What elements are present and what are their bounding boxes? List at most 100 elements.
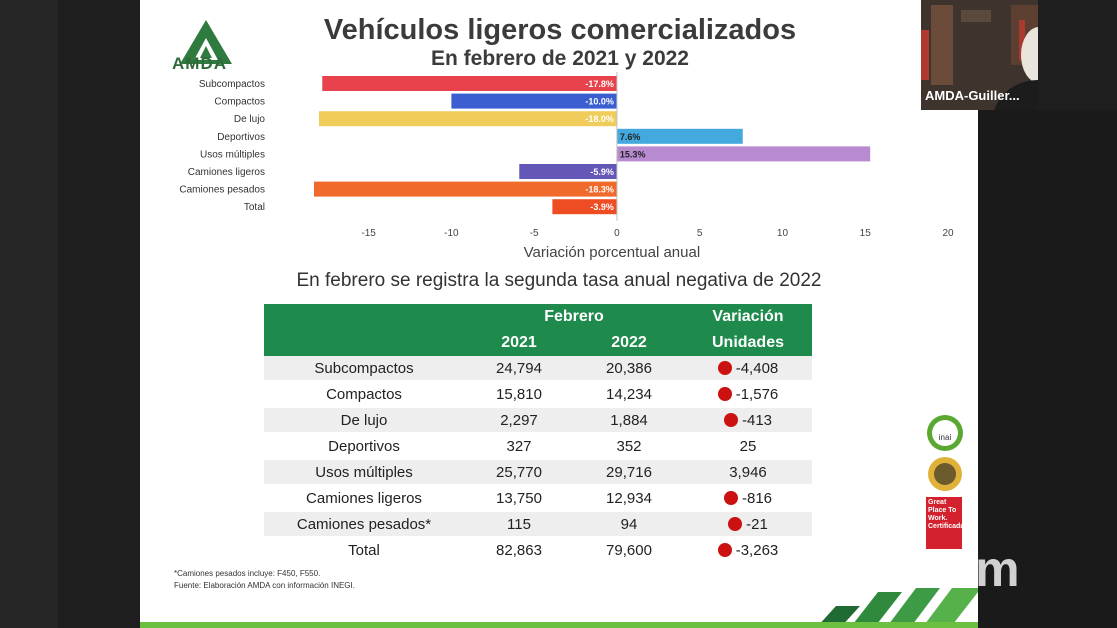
header-2022: 2022 [574,330,684,356]
row-name-text: Deportivos [328,437,400,455]
x-axis-label: Variación porcentual anual [524,244,701,261]
row-name: Usos múltiples [264,459,464,486]
right-black-bar [978,110,1117,628]
header-unidades: Unidades [684,330,812,356]
header-blank [264,304,464,330]
table-row: Compactos 15,810 14,234 -1,576 [264,381,812,408]
header-variacion: Variación [684,304,812,330]
x-tick-label: 10 [777,228,789,239]
row-2021: 25,770 [464,459,574,486]
row-2021-text: 115 [507,515,531,533]
row-2022-text: 12,934 [606,489,652,507]
footnote-fuente: Fuente: Elaboración AMDA con información… [174,581,355,590]
row-2021: 327 [464,433,574,460]
slide-title: Vehículos ligeros comercializados [323,14,797,46]
row-variation-text: -3,263 [718,542,779,559]
row-2021: 13,750 [464,485,574,512]
header-febrero: Febrero [464,304,684,330]
row-2021-text: 24,794 [496,359,542,377]
bar [519,164,617,179]
row-variation: -21 [684,511,812,538]
row-variation-text: 25 [739,437,757,455]
section-title: En febrero se registra la segunda tasa a… [296,270,822,291]
row-variation-text: -413 [724,412,772,429]
row-name-text: Compactos [326,385,402,403]
table-row: Subcompactos 24,794 20,386 -4,408 [264,356,812,382]
table-row: Camiones pesados* 115 94 -21 [264,511,812,538]
left-black-bar [0,0,58,628]
row-2021: 82,863 [464,537,574,564]
gptw-badge-text: Great Place To Work. Certificada [928,499,965,530]
slide-subtitle: En febrero de 2021 y 2022 [431,47,689,70]
row-name-text: Camiones pesados* [296,515,432,533]
table-body: Subcompactos 24,794 20,386 -4,408 Compactos 1… [264,356,812,564]
row-variation-text: -21 [728,516,768,533]
variation-bar-chart: -17.8% Subcompactos -10.0% Compactos -18.0% D… [179,72,954,261]
row-2022: 94 [574,511,684,538]
participant-name-label: AMDA-Guiller... [925,88,1020,103]
row-variation: 25 [684,433,812,460]
presentation-slide: AMDA Vehículos ligeros comercializados E… [140,0,978,628]
row-variation: -3,263 [684,537,812,564]
header-2021: 2021 [464,330,574,356]
sales-table: Febrero Variación 2021 2022 Unidades Sub… [264,304,812,564]
bar [616,146,871,162]
amda-logo-text: AMDA [172,54,227,73]
category-label: Subcompactos [199,79,265,90]
row-2021-text: 2,297 [500,411,538,429]
table-row: De lujo 2,297 1,884 -413 [264,407,812,434]
row-2022: 14,234 [574,381,684,408]
row-2021-text: 82,863 [496,541,542,559]
bar [314,181,617,197]
row-name: Total [264,537,464,564]
bottom-green-line [140,622,978,628]
row-name-text: Subcompactos [314,359,414,377]
row-variation-text: -4,408 [718,360,779,377]
bar [616,128,743,144]
x-tick-label: -5 [530,228,539,239]
row-2021-text: 25,770 [496,463,542,481]
table-row: Deportivos 327 352 25 [264,433,812,460]
row-variation: -413 [684,407,812,434]
row-2022-text: 14,234 [606,385,652,403]
row-variation: 3,946 [684,459,812,486]
row-2022: 79,600 [574,537,684,564]
row-2022: 352 [574,433,684,460]
corner-stripes-decoration [816,588,978,628]
row-2022: 12,934 [574,485,684,512]
bar [322,76,617,91]
row-2021: 15,810 [464,381,574,408]
row-2022-text: 29,716 [606,463,652,481]
row-2021: 115 [464,511,574,538]
x-tick-label: -15 [361,228,376,239]
header-blank-2 [264,330,464,356]
data-label: -5.9% [590,167,614,177]
row-variation-text: 3,946 [729,463,767,481]
row-2021-text: 13,750 [496,489,542,507]
row-2022: 29,716 [574,459,684,486]
data-label: -18.3% [585,185,614,195]
table-row: Usos múltiples 25,770 29,716 3,946 [264,459,812,486]
x-tick-label: 0 [614,228,620,239]
row-2022-text: 352 [616,437,642,455]
category-label: Compactos [214,97,265,108]
row-name-text: Total [348,541,380,559]
data-label: -17.8% [585,79,614,89]
row-variation-text: -1,576 [718,386,779,403]
row-name-text: Usos múltiples [315,463,413,481]
x-tick-label: -10 [444,228,459,239]
row-2022: 20,386 [574,356,684,382]
category-label: De lujo [234,114,266,125]
row-2021-text: 15,810 [496,385,542,403]
zoom-watermark: zoom [895,541,1020,597]
data-label: 7.6% [620,132,641,142]
data-label: -10.0% [585,97,614,107]
data-label: 15.3% [620,149,646,159]
category-label: Usos múltiples [200,149,265,160]
participant-video[interactable] [921,0,1038,110]
category-label: Camiones pesados [179,185,265,196]
data-label: -18.0% [585,114,614,124]
row-name: Camiones ligeros [264,485,464,512]
row-2022-text: 79,600 [606,541,652,559]
bar [451,93,617,109]
